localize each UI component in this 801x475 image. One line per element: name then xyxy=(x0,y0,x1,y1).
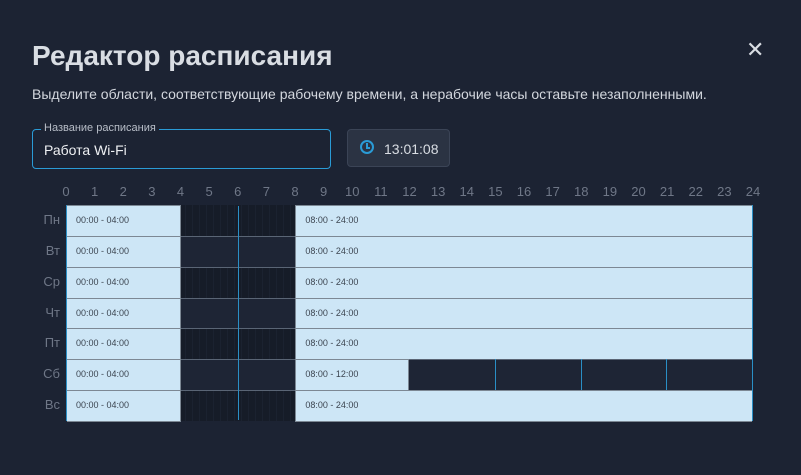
day-label: Вс xyxy=(44,397,60,413)
schedule-block[interactable]: 00:00 - 04:00 xyxy=(67,328,182,361)
hour-label: 14 xyxy=(459,184,474,199)
schedule-block-label: 00:00 - 04:00 xyxy=(76,338,130,349)
hour-label: 24 xyxy=(745,184,761,199)
empty-area-divider xyxy=(238,206,240,420)
schedule-block-label: 00:00 - 04:00 xyxy=(76,276,130,287)
page-subtitle: Выделите области, соответствующие рабоче… xyxy=(32,86,707,102)
schedule-name-label: Название расписания xyxy=(41,122,159,134)
schedule-block[interactable]: 08:00 - 24:00 xyxy=(295,328,752,361)
hour-label: 10 xyxy=(345,184,360,199)
hour-label: 9 xyxy=(320,184,328,199)
hour-label: 15 xyxy=(488,184,503,199)
hour-label: 1 xyxy=(91,184,99,199)
day-label: Ср xyxy=(43,273,60,289)
schedule-block-label: 00:00 - 04:00 xyxy=(76,369,130,380)
hour-label: 23 xyxy=(717,184,732,199)
day-label: Вт xyxy=(45,242,60,258)
row-divider xyxy=(67,359,752,361)
empty-area-divider xyxy=(580,359,582,391)
schedule-block-label: 08:00 - 24:00 xyxy=(305,245,359,256)
schedule-block[interactable]: 00:00 - 04:00 xyxy=(67,390,182,422)
schedule-block-label: 08:00 - 24:00 xyxy=(305,215,359,225)
hour-label: 22 xyxy=(688,184,703,199)
hour-label: 0 xyxy=(62,184,70,199)
schedule-block-label: 08:00 - 24:00 xyxy=(305,307,359,318)
schedule-block[interactable]: 08:00 - 24:00 xyxy=(295,235,752,268)
day-label: Пн xyxy=(43,212,60,227)
schedule-name-input[interactable]: Работа Wi-Fi xyxy=(44,142,127,158)
schedule-block-label: 08:00 - 12:00 xyxy=(305,369,359,380)
hour-label: 19 xyxy=(602,184,618,199)
schedule-block-label: 00:00 - 04:00 xyxy=(76,245,130,256)
hour-label: 4 xyxy=(176,184,185,199)
schedule-block[interactable]: 00:00 - 04:00 xyxy=(67,235,182,268)
schedule-name-field[interactable]: Название расписания Работа Wi-Fi xyxy=(32,122,331,169)
schedule-block[interactable]: 08:00 - 24:00 xyxy=(295,205,752,237)
hour-label: 17 xyxy=(545,184,560,199)
empty-area-divider xyxy=(666,359,668,391)
schedule-block[interactable]: 08:00 - 12:00 xyxy=(295,359,410,392)
day-label: Пт xyxy=(44,335,60,351)
hour-label: 20 xyxy=(631,184,646,199)
hour-label: 21 xyxy=(659,184,675,199)
hour-label: 5 xyxy=(205,184,213,199)
schedule-block-label: 00:00 - 04:00 xyxy=(76,307,130,318)
hour-label: 13 xyxy=(430,184,446,199)
schedule-block-label: 00:00 - 04:00 xyxy=(76,215,130,225)
schedule-block[interactable]: 08:00 - 24:00 xyxy=(295,297,752,330)
day-label: Чт xyxy=(45,304,60,320)
schedule-block-label: 08:00 - 24:00 xyxy=(305,276,359,287)
schedule-grid[interactable]: 00:00 - 04:00 08:00 - 24:00 00:00 - 04:00 0… xyxy=(66,205,753,422)
hour-label: 12 xyxy=(402,184,417,199)
hour-label: 8 xyxy=(291,184,299,199)
schedule-block[interactable]: 00:00 - 04:00 xyxy=(67,297,182,330)
clock-icon xyxy=(360,140,374,154)
close-icon[interactable]: ✕ xyxy=(746,37,765,62)
day-label: Сб xyxy=(43,366,60,382)
empty-area-divider xyxy=(495,359,497,391)
schedule-block-label: 08:00 - 24:00 xyxy=(305,400,359,411)
page-title: Редактор расписания xyxy=(32,40,333,71)
hour-label: 11 xyxy=(374,184,388,199)
schedule-block[interactable]: 08:00 - 24:00 xyxy=(295,390,752,422)
schedule-block[interactable]: 00:00 - 04:00 xyxy=(67,359,182,392)
schedule-block-label: 08:00 - 24:00 xyxy=(305,338,359,349)
hour-label: 18 xyxy=(574,184,589,199)
hour-label: 3 xyxy=(148,184,156,199)
hour-label: 6 xyxy=(234,184,242,199)
time-button[interactable]: 13:01:08 xyxy=(347,129,450,167)
schedule-block[interactable]: 00:00 - 04:00 xyxy=(67,205,182,237)
hour-label: 2 xyxy=(119,184,127,199)
schedule-block-label: 00:00 - 04:00 xyxy=(76,400,130,411)
current-time: 13:01:08 xyxy=(384,141,439,157)
schedule-block[interactable]: 08:00 - 24:00 xyxy=(295,266,752,299)
hour-label: 16 xyxy=(516,184,532,199)
hour-label: 7 xyxy=(262,184,270,199)
schedule-block[interactable]: 00:00 - 04:00 xyxy=(67,266,182,299)
